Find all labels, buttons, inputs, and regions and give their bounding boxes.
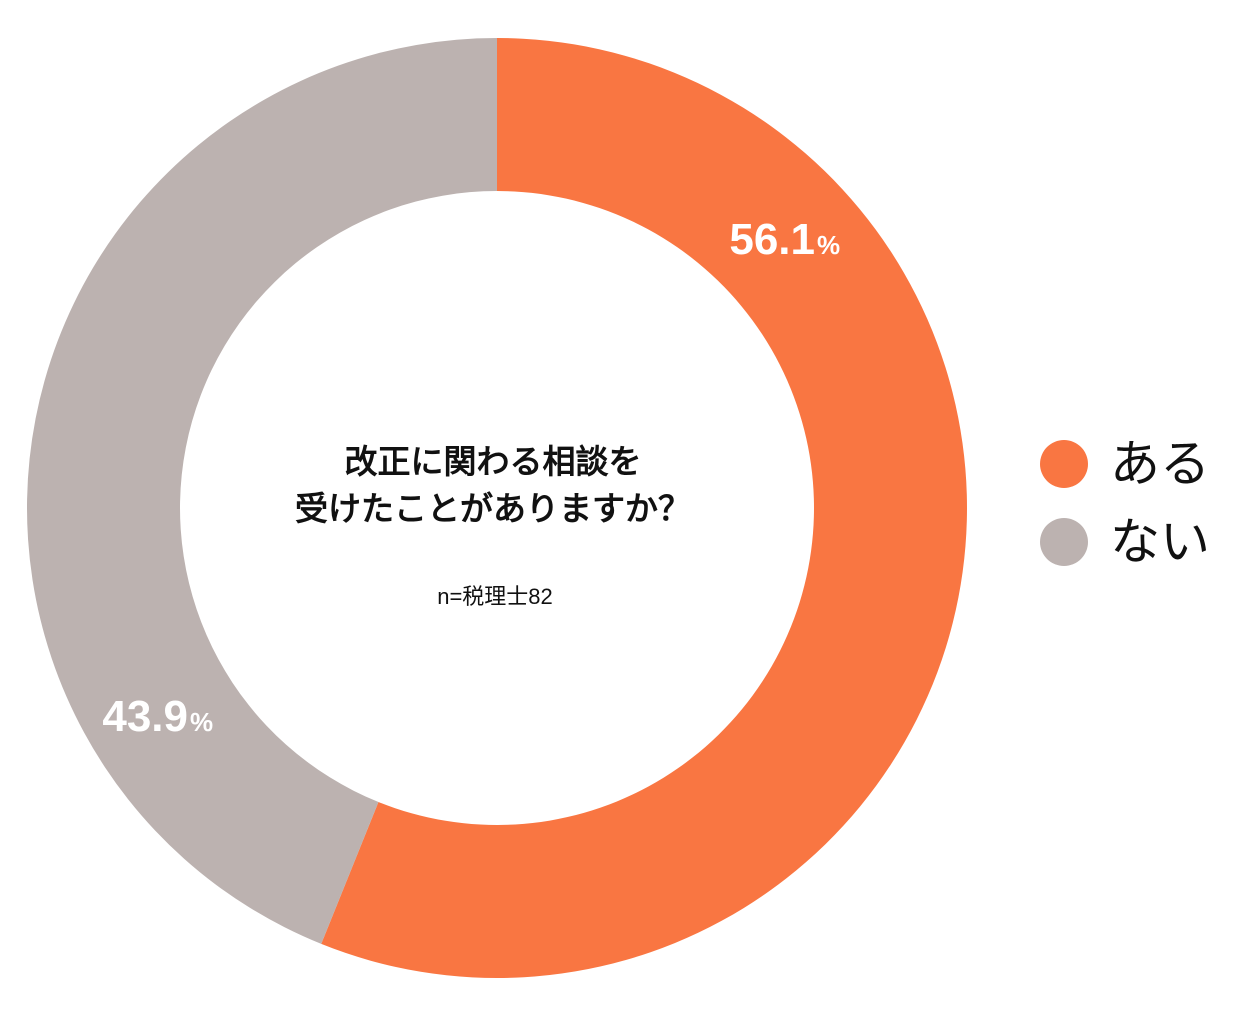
center-title-line-1: 改正に関わる相談を [345, 442, 642, 481]
legend: ある ない [1040, 425, 1250, 581]
donut-slice-labels: 56.1 %43.9% [102, 215, 840, 741]
donut-slice-yes [321, 38, 968, 978]
slice-unit-label-yes: % [817, 230, 840, 260]
legend-item-yes: ある [1040, 425, 1250, 503]
sample-size-note: n=税理士82 [437, 584, 553, 609]
slice-unit-label-no: % [190, 707, 213, 737]
legend-swatch-no [1040, 518, 1088, 566]
donut-slices [26, 38, 968, 978]
legend-label-no: ない [1110, 513, 1210, 571]
slice-value-label-no: 43.9 [102, 692, 188, 741]
donut-slice-no [26, 38, 498, 944]
center-title-line-2: 受けたことがありますか？ [295, 489, 691, 528]
slice-value-label-yes: 56.1 [729, 215, 815, 264]
legend-item-no: ない [1040, 503, 1250, 581]
legend-label-yes: ある [1110, 435, 1210, 493]
legend-swatch-yes [1040, 440, 1088, 488]
